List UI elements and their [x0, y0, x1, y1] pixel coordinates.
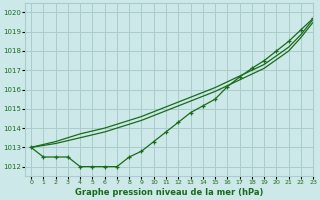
X-axis label: Graphe pression niveau de la mer (hPa): Graphe pression niveau de la mer (hPa)	[75, 188, 263, 197]
